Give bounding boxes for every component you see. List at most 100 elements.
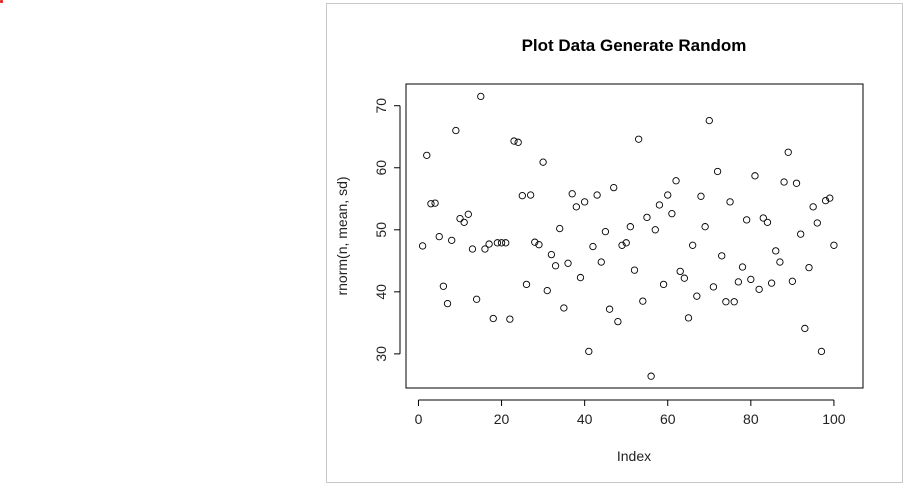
x-tick-label: 40 [577,411,593,427]
data-point [635,135,643,143]
data-point [539,158,547,166]
y-axis-label: rnorm(n, mean, sd) [334,176,350,295]
data-point [556,224,564,233]
data-point [767,279,776,287]
data-point [755,285,763,294]
x-tick-label: 0 [415,411,423,427]
data-point [452,126,460,135]
data-point [672,177,680,185]
data-point [605,305,614,313]
data-point [535,241,543,249]
data-point [493,239,502,247]
plot-box [405,83,864,389]
data-point [477,92,485,101]
data-point [580,198,589,206]
data-point [772,247,780,255]
data-point [813,219,821,227]
data-point [792,179,801,187]
data-point [713,167,722,176]
data-points [418,92,838,380]
x-axis: 0 20 40 60 80 100 [415,399,846,427]
data-point [643,213,651,222]
y-tick-label: 70 [373,98,389,114]
data-point [572,203,580,211]
x-tick-label: 100 [822,411,846,427]
x-tick-label: 60 [660,411,676,427]
data-point [821,196,830,205]
data-point [826,194,834,202]
data-point [423,151,431,159]
data-point [809,203,817,211]
data-point [751,172,759,180]
data-point [589,242,597,251]
data-point [439,282,448,290]
y-tick-label: 30 [373,346,389,362]
data-point [759,214,767,222]
data-point [489,314,497,323]
data-point [576,273,585,282]
data-point [730,298,738,306]
data-point [659,280,668,289]
data-point [543,286,551,295]
data-point [722,298,730,306]
data-point [531,238,539,246]
x-tick-label: 80 [743,411,759,427]
data-point [568,190,576,198]
chart-title: Plot Data Generate Random [522,36,747,55]
data-point [497,239,506,247]
data-point [597,258,605,266]
data-point [614,317,622,326]
data-point [788,277,797,285]
data-point [514,138,522,146]
y-tick-label: 40 [373,284,389,300]
data-point [780,178,788,186]
data-point [522,280,531,289]
data-point [443,299,452,308]
data-point [510,137,518,145]
data-point [738,263,747,271]
data-point [460,218,468,227]
y-tick-label: 50 [373,222,389,238]
data-point [456,214,464,223]
data-point [639,297,647,305]
corner-marker [0,0,3,3]
data-point [743,216,751,224]
data-point [448,236,456,244]
data-point [655,201,664,209]
data-point [593,191,601,199]
data-point [693,292,701,300]
data-point [705,116,713,125]
data-point [481,245,489,253]
data-point [801,324,809,333]
x-tick-label: 20 [494,411,510,427]
data-point [485,240,493,248]
data-point [551,262,560,270]
data-point [560,304,568,312]
data-point [464,210,472,218]
data-point [701,223,709,231]
data-point [797,230,805,238]
plot-panel: Plot Data Generate Random Index rnorm(n,… [326,3,903,483]
data-point [506,315,514,323]
x-axis-label: Index [617,448,651,464]
data-point [680,274,689,282]
data-point [418,242,427,250]
data-point [664,191,672,199]
y-tick-label: 60 [373,160,389,176]
data-point [676,267,684,276]
data-point [585,347,593,356]
data-point [763,218,772,227]
data-point [427,200,435,208]
data-point [630,266,639,274]
data-point [734,278,743,286]
data-point [564,259,572,267]
data-point [518,192,526,200]
data-point [697,192,705,200]
data-point [817,347,826,356]
data-point [601,228,610,236]
data-point [526,191,535,199]
data-point [718,252,726,260]
data-point [610,183,618,192]
data-point [468,245,477,253]
data-point [747,275,755,284]
